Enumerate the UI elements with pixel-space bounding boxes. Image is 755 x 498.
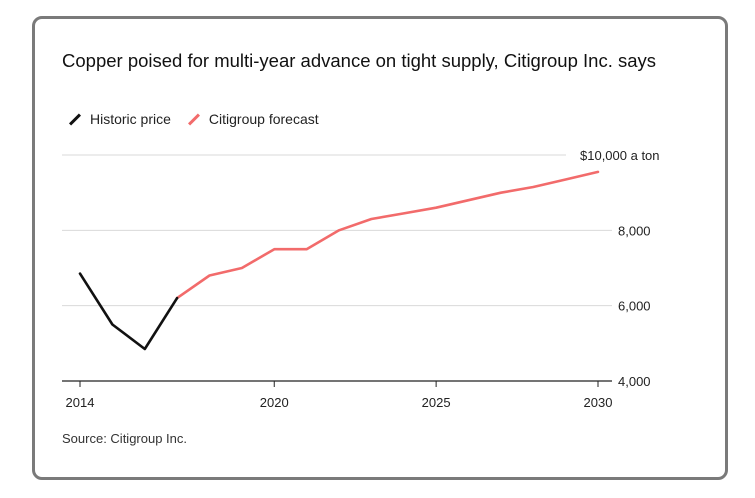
forecast-line (175, 170, 600, 300)
y-tick-label: $10,000 a ton (580, 148, 660, 163)
chart-title: Copper poised for multi-year advance on … (62, 50, 657, 71)
source-note: Source: Citigroup Inc. (62, 431, 188, 446)
y-tick-label: 6,000 (618, 299, 651, 314)
x-tick-label: 2020 (260, 395, 289, 410)
y-tick-label: 8,000 (618, 223, 651, 238)
y-tick-label: 4,000 (618, 374, 651, 389)
legend-item-historic: Historic price (68, 111, 171, 127)
x-tick-label: 2014 (66, 395, 95, 410)
legend-item-forecast: Citigroup forecast (187, 111, 319, 127)
legend-label-forecast: Citigroup forecast (208, 111, 319, 127)
legend-label-historic: Historic price (90, 111, 171, 127)
x-tick-label: 2025 (422, 395, 451, 410)
historic-price-line (78, 272, 179, 351)
chart-legend: Historic price Citigroup forecast (68, 111, 335, 127)
chart-card (32, 16, 728, 480)
x-tick-label: 2030 (584, 395, 613, 410)
